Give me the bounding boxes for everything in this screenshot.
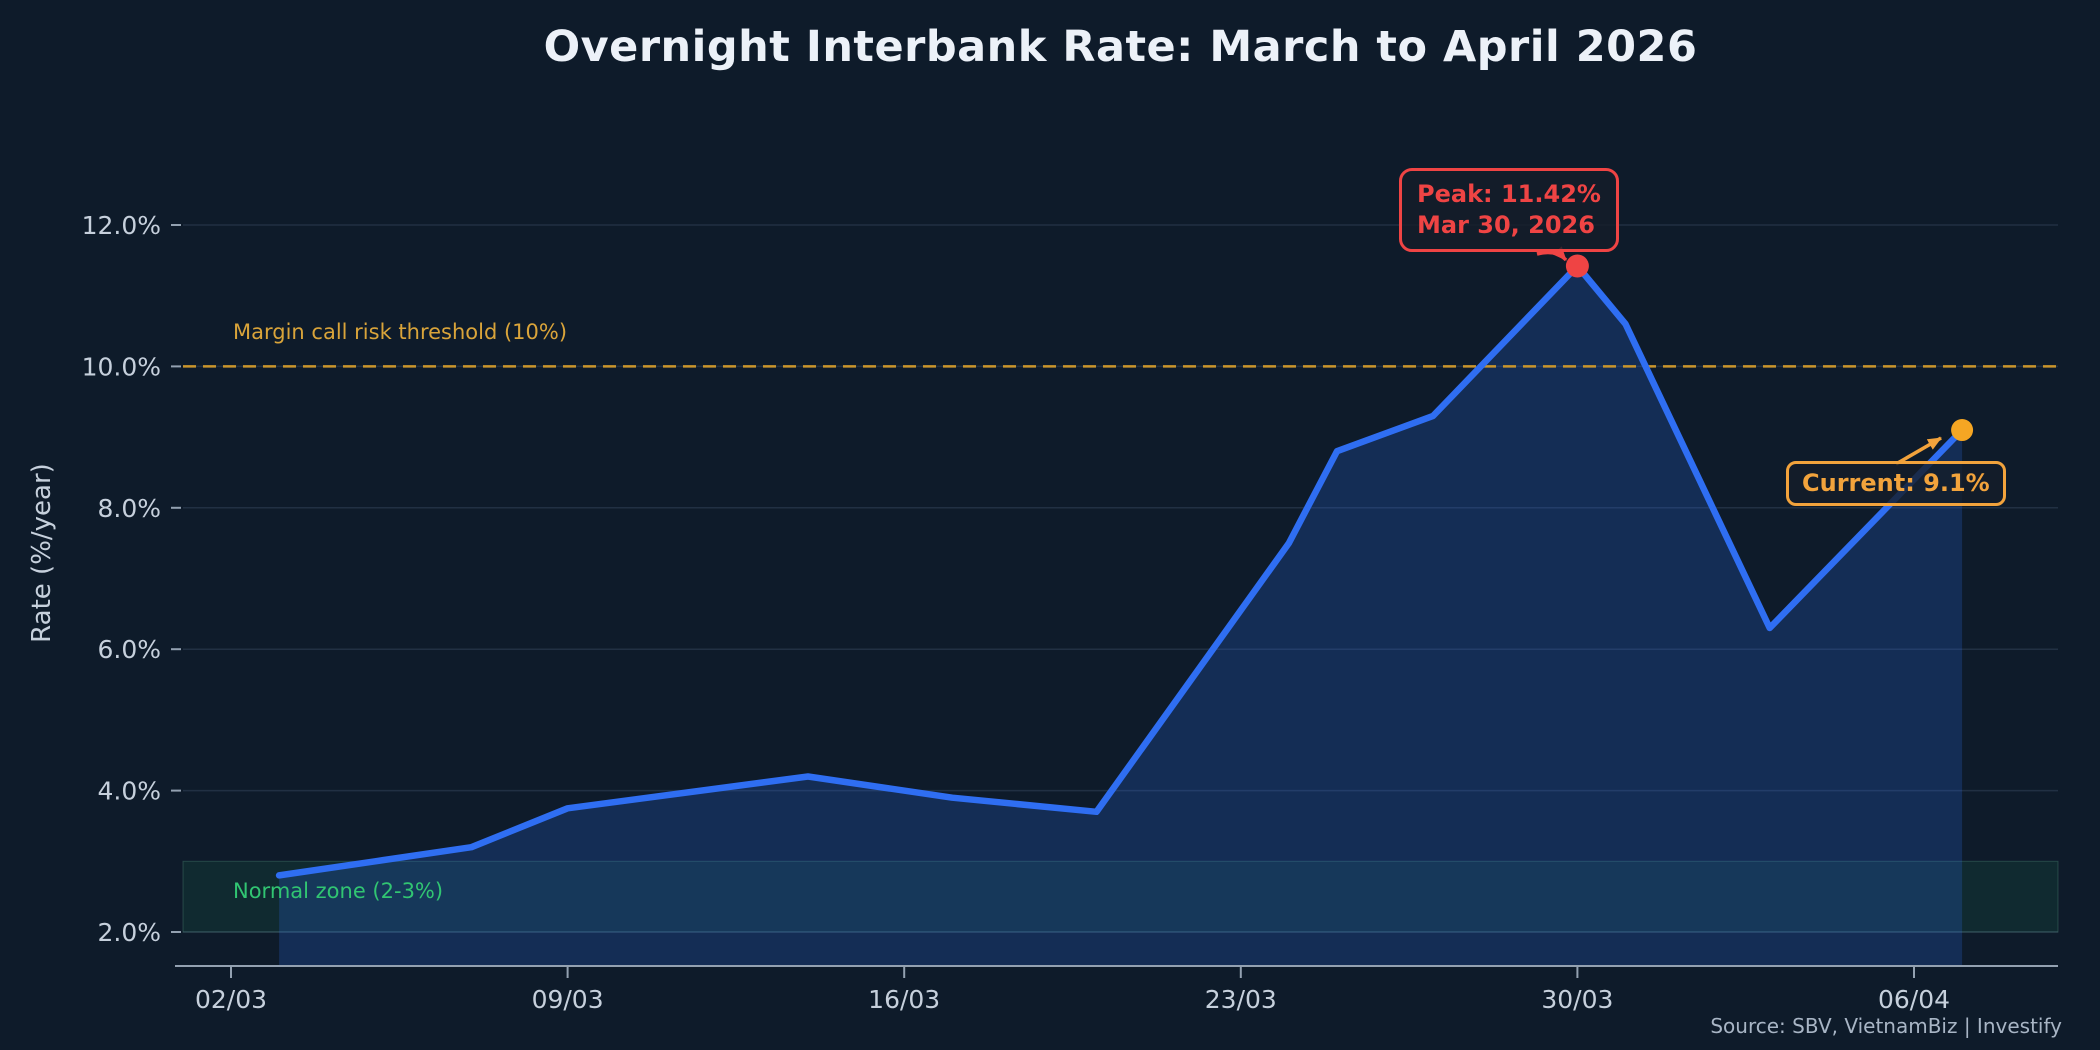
threshold-label: Margin call risk threshold (10%) bbox=[233, 320, 568, 344]
peak-annotation-line2: Mar 30, 2026 bbox=[1417, 211, 1595, 240]
normal-zone-band bbox=[182, 860, 2059, 933]
x-tick-label: 02/03 bbox=[195, 985, 267, 1014]
chart-title: Overnight Interbank Rate: March to April… bbox=[543, 22, 1698, 72]
peak-marker bbox=[1565, 254, 1589, 278]
area-fill bbox=[279, 266, 1963, 966]
current-arrow bbox=[1895, 436, 1942, 466]
y-tick-label: 12.0% bbox=[82, 211, 161, 240]
x-tick-label: 09/03 bbox=[532, 985, 604, 1014]
source-note: Source: SBV, VietnamBiz | Investify bbox=[1710, 1014, 2062, 1038]
y-axis-title: Rate (%/year) bbox=[27, 463, 57, 643]
y-tick-label: 8.0% bbox=[97, 494, 161, 523]
current-marker bbox=[1951, 419, 1974, 442]
peak-annotation: Peak: 11.42% Mar 30, 2026 bbox=[1399, 168, 1619, 253]
normal-zone-label: Normal zone (2-3%) bbox=[233, 879, 444, 903]
x-tick-label: 06/04 bbox=[1878, 985, 1950, 1014]
x-tick-label: 30/03 bbox=[1541, 985, 1613, 1014]
y-tick-label: 10.0% bbox=[82, 352, 161, 381]
rate-line bbox=[275, 262, 1966, 879]
peak-arrow bbox=[1536, 246, 1568, 262]
peak-annotation-line1: Peak: 11.42% bbox=[1417, 180, 1601, 208]
y-tick-label: 6.0% bbox=[97, 635, 161, 664]
x-tick-label: 23/03 bbox=[1205, 985, 1277, 1014]
y-tick-label: 4.0% bbox=[97, 777, 161, 806]
x-tick-label: 16/03 bbox=[868, 985, 940, 1014]
current-annotation: Current: 9.1% bbox=[1786, 461, 2006, 507]
y-tick-label: 2.0% bbox=[97, 918, 161, 947]
